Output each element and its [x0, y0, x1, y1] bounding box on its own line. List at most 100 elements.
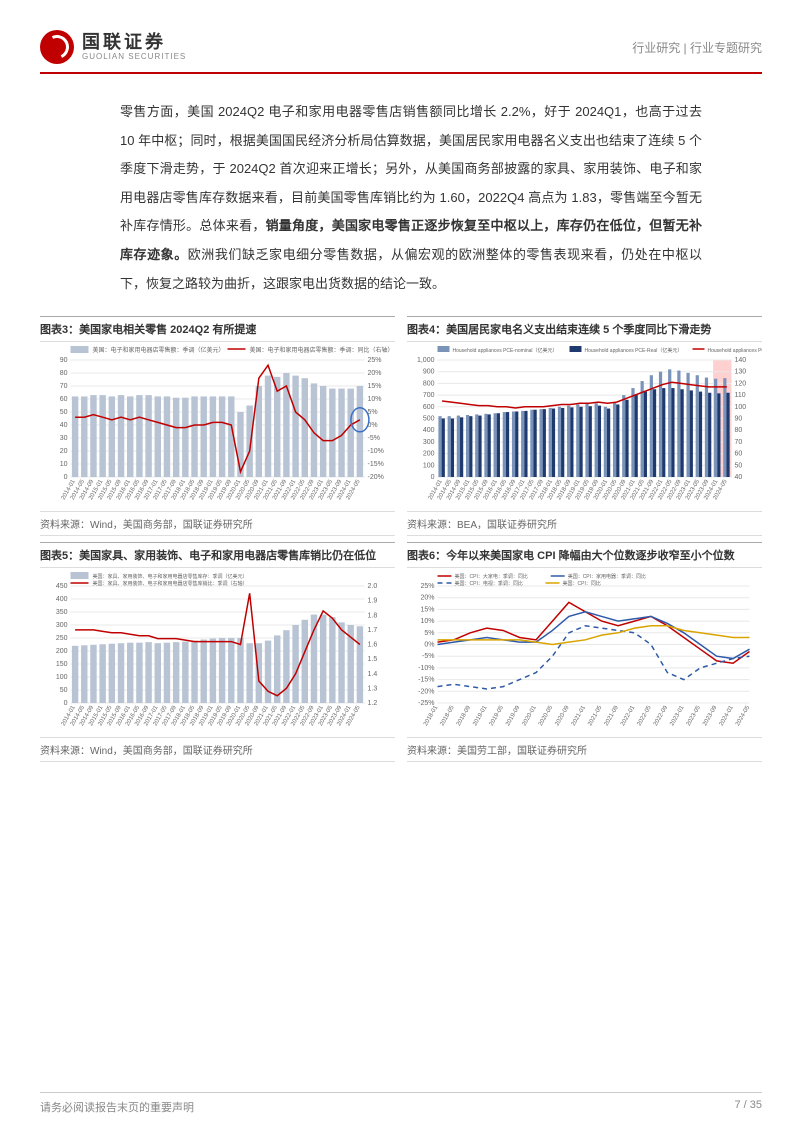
chart-3: 图表3：美国家电相关零售 2024Q2 有所提速 美国：电子和家用电器店零售额：…: [40, 316, 395, 536]
svg-text:0%: 0%: [424, 642, 434, 649]
svg-text:100: 100: [423, 462, 435, 469]
svg-text:90: 90: [60, 357, 68, 364]
svg-text:300: 300: [56, 622, 68, 629]
svg-text:400: 400: [423, 427, 435, 434]
svg-text:2020-01: 2020-01: [522, 705, 539, 728]
chart-4-source: 资料来源：BEA，国联证券研究所: [407, 511, 762, 536]
chart-5-svg: 美国：家具、家用装饰、电子和家用电器店零售库存：季调（亿美元）美国：家具、家用装…: [40, 570, 395, 735]
chart-5-source: 资料来源：Wind，美国商务部，国联证券研究所: [40, 737, 395, 762]
page-footer: 请务必阅读报告末页的重要声明 7 / 35: [40, 1092, 762, 1115]
svg-text:美国：CPI：大家电：季调：同比: 美国：CPI：大家电：季调：同比: [455, 573, 528, 580]
svg-text:25%: 25%: [368, 357, 382, 364]
svg-text:5%: 5%: [368, 409, 378, 416]
svg-text:15%: 15%: [420, 607, 434, 614]
footer-page-number: 7 / 35: [734, 1099, 762, 1115]
svg-text:400: 400: [56, 596, 68, 603]
svg-text:70: 70: [60, 383, 68, 390]
svg-text:1.9: 1.9: [368, 598, 378, 605]
logo-icon: [40, 30, 74, 64]
svg-text:700: 700: [423, 392, 435, 399]
svg-text:2019-05: 2019-05: [489, 705, 506, 728]
svg-text:0: 0: [64, 700, 68, 707]
svg-text:-10%: -10%: [368, 448, 384, 455]
svg-text:-20%: -20%: [368, 474, 384, 481]
svg-text:10%: 10%: [420, 618, 434, 625]
svg-text:2.0: 2.0: [368, 583, 378, 590]
svg-text:2018-05: 2018-05: [439, 705, 456, 728]
svg-text:2019-09: 2019-09: [505, 705, 522, 728]
logo-en-text: GUOLIAN SECURITIES: [82, 53, 186, 62]
svg-text:500: 500: [423, 416, 435, 423]
body-text-2: 欧洲我们缺乏家电细分零售数据，从偏宏观的欧洲整体的零售表现来看，仍处在中枢以下，…: [120, 247, 702, 291]
svg-text:90: 90: [735, 416, 743, 423]
chart-6: 图表6：今年以来美国家电 CPI 降幅由大个位数逐步收窄至小个位数 美国：CPI…: [407, 542, 762, 762]
svg-text:20%: 20%: [420, 595, 434, 602]
logo-block: 国联证券 GUOLIAN SECURITIES: [40, 30, 186, 64]
svg-text:1.8: 1.8: [368, 612, 378, 619]
svg-text:2020-09: 2020-09: [554, 705, 571, 728]
svg-text:100: 100: [735, 404, 747, 411]
svg-text:60: 60: [735, 451, 743, 458]
svg-text:1.6: 1.6: [368, 642, 378, 649]
svg-text:2022-09: 2022-09: [653, 705, 670, 728]
svg-text:15%: 15%: [368, 383, 382, 390]
svg-text:600: 600: [423, 404, 435, 411]
svg-text:100: 100: [56, 674, 68, 681]
svg-text:2021-05: 2021-05: [587, 705, 604, 728]
svg-text:1.2: 1.2: [368, 700, 378, 707]
svg-text:60: 60: [60, 396, 68, 403]
footer-disclaimer: 请务必阅读报告末页的重要声明: [40, 1099, 194, 1115]
body-paragraph: 零售方面，美国 2024Q2 电子和家用电器零售店销售额同比增长 2.2%，好于…: [40, 98, 762, 298]
svg-text:-10%: -10%: [418, 665, 434, 672]
svg-text:5%: 5%: [424, 630, 434, 637]
svg-text:1,000: 1,000: [417, 357, 435, 364]
svg-text:Household appliances PCE-Real（: Household appliances PCE-Real（亿美元）: [585, 347, 683, 354]
svg-text:10: 10: [60, 461, 68, 468]
svg-text:2024-01: 2024-01: [719, 705, 736, 728]
svg-text:-5%: -5%: [422, 653, 434, 660]
svg-text:130: 130: [735, 369, 747, 376]
svg-text:40: 40: [735, 474, 743, 481]
chart-5-title: 图表5：美国家具、家用装饰、电子和家用电器店零售库销比仍在低位: [40, 542, 395, 568]
svg-text:-15%: -15%: [418, 677, 434, 684]
svg-text:800: 800: [423, 381, 435, 388]
svg-text:80: 80: [60, 370, 68, 377]
svg-text:30: 30: [60, 435, 68, 442]
chart-3-source: 资料来源：Wind，美国商务部，国联证券研究所: [40, 511, 395, 536]
svg-text:25%: 25%: [420, 583, 434, 590]
svg-text:2021-09: 2021-09: [604, 705, 621, 728]
svg-text:美国：CPI：家用电器：季调：同比: 美国：CPI：家用电器：季调：同比: [568, 573, 646, 580]
svg-text:2023-01: 2023-01: [669, 705, 686, 728]
chart-3-svg: 美国：电子和家用电器店零售额：季调（亿美元）美国：电子和家用电器店零售额：季调：…: [40, 344, 395, 509]
svg-text:10%: 10%: [368, 396, 382, 403]
chart-4-title: 图表4：美国居民家电名义支出结束连续 5 个季度同比下滑走势: [407, 316, 762, 342]
page-container: 国联证券 GUOLIAN SECURITIES 行业研究 | 行业专题研究 零售…: [0, 0, 802, 1133]
svg-text:1.4: 1.4: [368, 671, 378, 678]
svg-text:40: 40: [60, 422, 68, 429]
svg-text:110: 110: [735, 392, 746, 399]
logo-cn-text: 国联证券: [82, 33, 186, 53]
svg-text:0: 0: [431, 474, 435, 481]
svg-text:350: 350: [56, 609, 68, 616]
svg-text:200: 200: [423, 451, 435, 458]
breadcrumb: 行业研究 | 行业专题研究: [632, 39, 762, 56]
svg-text:20%: 20%: [368, 370, 382, 377]
svg-text:50: 50: [60, 409, 68, 416]
svg-text:2021-01: 2021-01: [571, 705, 588, 728]
svg-text:2018-09: 2018-09: [456, 705, 473, 728]
chart-6-source: 资料来源：美国劳工部，国联证券研究所: [407, 737, 762, 762]
svg-text:-20%: -20%: [418, 688, 434, 695]
svg-text:2023-09: 2023-09: [702, 705, 719, 728]
svg-text:300: 300: [423, 439, 435, 446]
svg-text:0: 0: [64, 474, 68, 481]
svg-text:20: 20: [60, 448, 68, 455]
svg-text:250: 250: [56, 635, 68, 642]
svg-text:2022-05: 2022-05: [636, 705, 653, 728]
svg-text:2018-01: 2018-01: [423, 705, 440, 728]
svg-text:2024-05: 2024-05: [735, 705, 752, 728]
svg-text:200: 200: [56, 648, 68, 655]
svg-text:2019-01: 2019-01: [472, 705, 489, 728]
svg-text:50: 50: [735, 462, 743, 469]
svg-text:450: 450: [56, 583, 68, 590]
body-text-1: 零售方面，美国 2024Q2 电子和家用电器零售店销售额同比增长 2.2%，好于…: [120, 104, 702, 233]
